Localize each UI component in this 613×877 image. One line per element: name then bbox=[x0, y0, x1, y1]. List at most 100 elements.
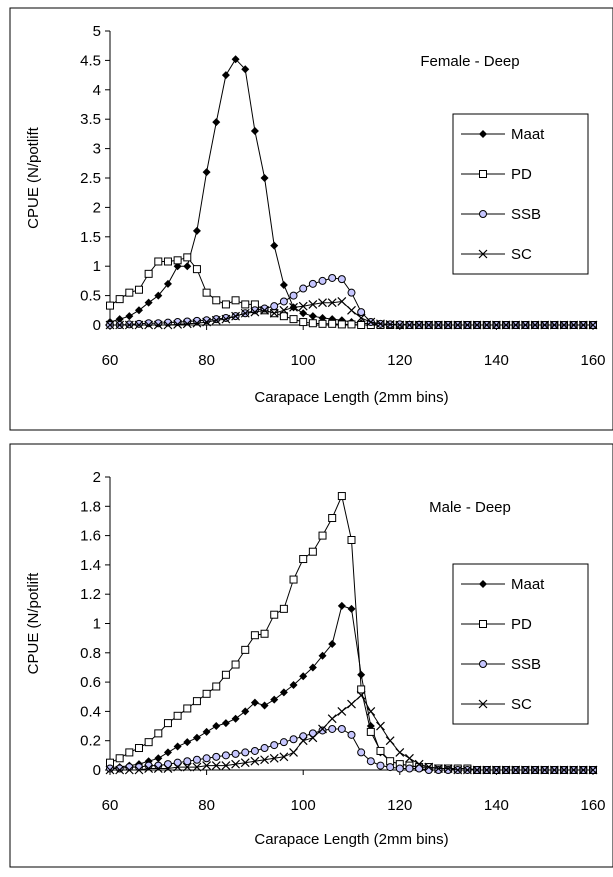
data-point bbox=[173, 711, 182, 720]
data-point bbox=[115, 315, 124, 324]
data-point bbox=[115, 295, 124, 304]
data-point bbox=[472, 765, 482, 775]
chart-title: Female - Deep bbox=[420, 53, 519, 70]
y-tick-label: 1 bbox=[93, 258, 101, 275]
data-point bbox=[221, 761, 231, 771]
data-point bbox=[482, 765, 492, 775]
data-point bbox=[386, 763, 395, 772]
data-point bbox=[202, 317, 212, 327]
legend-marker bbox=[479, 210, 487, 218]
x-tick-label: 140 bbox=[484, 352, 509, 369]
data-point bbox=[240, 308, 250, 318]
data-point bbox=[501, 320, 511, 330]
data-point bbox=[376, 761, 385, 770]
data-point bbox=[105, 765, 115, 775]
data-point bbox=[105, 320, 115, 330]
data-point bbox=[347, 305, 356, 315]
data-point bbox=[115, 765, 125, 775]
y-tick-label: 1.4 bbox=[80, 557, 101, 574]
data-point bbox=[134, 765, 144, 775]
data-point bbox=[559, 765, 569, 775]
data-point bbox=[183, 757, 192, 766]
data-point bbox=[270, 695, 279, 704]
data-point bbox=[347, 535, 356, 544]
data-point bbox=[241, 300, 250, 309]
data-point bbox=[318, 726, 327, 735]
data-point bbox=[250, 631, 259, 640]
data-point bbox=[192, 318, 202, 328]
data-point bbox=[299, 309, 308, 318]
data-point bbox=[115, 754, 124, 763]
data-point bbox=[144, 320, 154, 330]
y-tick-label: 2 bbox=[93, 199, 101, 216]
data-point bbox=[337, 601, 346, 610]
data-point bbox=[260, 701, 269, 710]
data-point bbox=[318, 319, 327, 328]
data-point bbox=[472, 320, 482, 330]
x-tick-label: 80 bbox=[198, 797, 215, 814]
data-point bbox=[453, 320, 463, 330]
data-point bbox=[549, 320, 559, 330]
data-point bbox=[231, 55, 240, 64]
data-point bbox=[318, 298, 327, 308]
data-point bbox=[357, 321, 366, 329]
data-point bbox=[540, 765, 550, 775]
data-point bbox=[462, 765, 472, 775]
data-point bbox=[269, 308, 279, 318]
data-point bbox=[289, 681, 298, 690]
data-point bbox=[511, 765, 521, 775]
data-point bbox=[211, 761, 221, 771]
data-point bbox=[124, 320, 134, 330]
data-point bbox=[192, 226, 201, 235]
data-point bbox=[212, 315, 221, 324]
data-point bbox=[308, 279, 317, 288]
data-point bbox=[260, 755, 269, 765]
data-point bbox=[559, 320, 569, 330]
data-point bbox=[434, 764, 443, 773]
data-point bbox=[298, 301, 308, 311]
data-point bbox=[115, 320, 125, 330]
data-point bbox=[530, 320, 540, 330]
data-point bbox=[530, 765, 540, 775]
data-point bbox=[443, 764, 453, 773]
chart-title: Male - Deep bbox=[429, 499, 511, 516]
data-point bbox=[163, 320, 173, 330]
y-tick-label: 3.5 bbox=[80, 111, 101, 128]
x-tick-label: 160 bbox=[580, 797, 605, 814]
data-point bbox=[337, 275, 346, 284]
data-point bbox=[163, 764, 173, 773]
data-point bbox=[308, 729, 317, 738]
data-point bbox=[337, 297, 347, 306]
x-tick-label: 60 bbox=[102, 797, 119, 814]
data-point bbox=[212, 682, 221, 691]
legend-entry: Maat bbox=[511, 576, 545, 593]
data-point bbox=[134, 285, 143, 294]
y-tick-label: 3 bbox=[93, 141, 101, 158]
data-point bbox=[212, 296, 221, 305]
chart-frame bbox=[9, 7, 613, 431]
data-point bbox=[183, 704, 192, 713]
data-point bbox=[443, 320, 453, 330]
data-point bbox=[376, 746, 385, 755]
data-point bbox=[154, 729, 163, 738]
data-point bbox=[501, 765, 511, 775]
data-point bbox=[124, 765, 134, 775]
data-point bbox=[260, 305, 269, 315]
data-point bbox=[221, 719, 230, 728]
data-point bbox=[144, 764, 154, 773]
legend-entry: SSB bbox=[511, 206, 541, 223]
data-point bbox=[250, 307, 260, 317]
y-tick-label: 1.5 bbox=[80, 229, 101, 246]
data-point bbox=[462, 320, 472, 330]
data-point bbox=[308, 319, 317, 328]
data-point bbox=[424, 762, 434, 772]
chart-frame bbox=[9, 443, 613, 868]
data-point bbox=[299, 732, 308, 741]
data-point bbox=[328, 514, 337, 523]
y-tick-label: 0.6 bbox=[80, 674, 101, 691]
data-point bbox=[202, 168, 211, 177]
legend-entry: SSB bbox=[511, 656, 541, 673]
data-point bbox=[357, 308, 366, 317]
data-point bbox=[347, 604, 356, 613]
y-tick-label: 2 bbox=[93, 469, 101, 486]
